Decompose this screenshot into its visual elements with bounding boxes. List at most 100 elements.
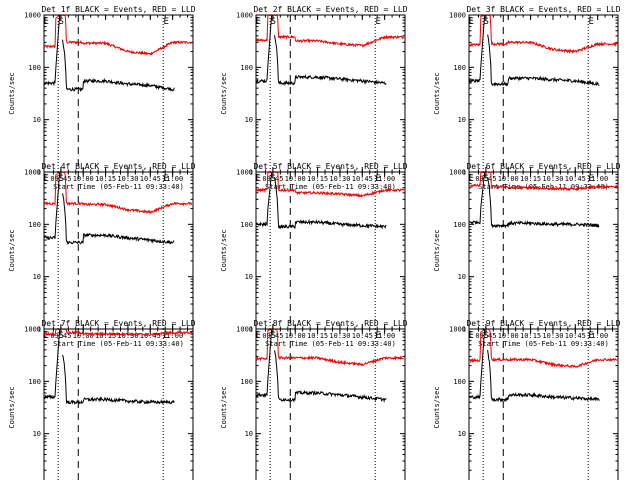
x-tick-label: 10:45 <box>352 175 373 183</box>
left-e-marker: E <box>256 174 261 184</box>
e-marker: E <box>163 331 168 341</box>
x-tick-label: 11:00 <box>374 332 395 340</box>
y-tick-label: 10 <box>245 273 253 281</box>
plot-frame <box>43 328 194 484</box>
x-tick-label: 10:00 <box>73 175 94 183</box>
left-e-marker: E <box>469 174 474 184</box>
x-axis-label: Start Time (05-Feb-11 09:33:40) <box>478 183 609 191</box>
events-series-line <box>255 172 387 230</box>
y-axis-label: Counts/sec <box>220 229 228 271</box>
events-series-line <box>255 329 387 403</box>
s-marker: S <box>483 17 488 27</box>
x-tick-label: 10:00 <box>73 332 94 340</box>
e-marker: E <box>163 174 168 184</box>
e-marker: E <box>375 331 380 341</box>
y-tick-label: 1000 <box>449 12 466 20</box>
events-series-line <box>468 172 600 229</box>
x-tick-label: 09:45 <box>262 175 283 183</box>
s-marker: S <box>483 331 488 341</box>
y-tick-label: 1000 <box>449 326 466 334</box>
x-tick-label: 10:45 <box>140 175 161 183</box>
y-tick-label: 10 <box>245 116 253 124</box>
e-marker: E <box>588 331 593 341</box>
left-e-marker: E <box>256 17 261 27</box>
y-tick-label: 1 <box>37 169 41 177</box>
left-e-marker: E <box>44 331 49 341</box>
x-tick-label: 09:45 <box>475 175 496 183</box>
y-tick-label: 1000 <box>236 12 253 20</box>
y-tick-label: 10 <box>33 116 41 124</box>
y-tick-label: 1 <box>462 169 466 177</box>
x-tick-label: 11:00 <box>374 175 395 183</box>
y-tick-label: 100 <box>28 64 41 72</box>
y-tick-label: 1000 <box>24 326 41 334</box>
y-axis-label: Counts/sec <box>433 229 441 271</box>
x-tick-label: 10:15 <box>520 175 541 183</box>
e-marker: E <box>588 174 593 184</box>
lld-series-line <box>43 15 193 56</box>
e-marker: E <box>375 17 380 27</box>
panel-det-5: Det 5f BLACK = Events, RED = LLD11010010… <box>220 162 408 348</box>
x-tick-label: 10:15 <box>307 175 328 183</box>
panel-title: Det 2f BLACK = Events, RED = LLD <box>253 5 407 14</box>
lld-series-line <box>468 15 618 54</box>
x-tick-label: 10:30 <box>542 175 563 183</box>
lld-series-line <box>468 329 617 369</box>
panel-det-3: Det 3f BLACK = Events, RED = LLD 1 10 100 10… <box>433 5 621 191</box>
s-marker: S <box>58 17 63 27</box>
x-tick-label: 10:30 <box>329 175 350 183</box>
x-tick-label: 10:00 <box>285 332 306 340</box>
y-tick-label: 10 <box>33 273 41 281</box>
panel-det-1: Det 1f BLACK = Events, RED = LLD 1 10 100 10… <box>8 5 196 191</box>
lld-series-line <box>255 15 405 48</box>
lld-series-line <box>255 329 405 367</box>
left-e-marker: E <box>44 17 49 27</box>
x-tick-label: 10:15 <box>520 332 541 340</box>
panel-title: Det 8f BLACK = Events, RED = LLD <box>253 319 407 328</box>
x-tick-label: 10:30 <box>542 332 563 340</box>
events-series-line <box>43 172 175 245</box>
x-tick-label: 09:45 <box>262 332 283 340</box>
plot-frame <box>255 171 406 330</box>
e-marker: E <box>588 17 593 27</box>
e-marker: E <box>163 17 168 27</box>
panel-title: Det 9f BLACK = Events, RED = LLD <box>466 319 620 328</box>
y-tick-label: 10 <box>458 273 466 281</box>
s-marker: S <box>270 17 275 27</box>
left-e-marker: E <box>469 331 474 341</box>
y-tick-label: 1000 <box>24 169 41 177</box>
x-tick-label: 11:00 <box>162 175 183 183</box>
events-series-line <box>469 329 600 403</box>
s-marker: S <box>270 174 275 184</box>
y-tick-label: 10 <box>33 430 41 438</box>
plot-frame <box>255 328 406 484</box>
x-tick-label: 09:45 <box>475 332 496 340</box>
x-tick-label: 10:45 <box>565 332 586 340</box>
x-tick-label: 10:00 <box>498 332 519 340</box>
y-axis-label: Counts/sec <box>220 72 228 114</box>
panel-title: Det 6f BLACK = Events, RED = LLD <box>466 162 620 171</box>
y-tick-label: 100 <box>240 378 253 386</box>
y-tick-label: 1000 <box>236 326 253 334</box>
y-tick-label: 1 <box>37 326 41 334</box>
s-marker: S <box>58 331 63 341</box>
y-tick-label: 1 <box>249 169 253 177</box>
y-tick-label: 100 <box>240 221 253 229</box>
events-series-line <box>255 15 387 87</box>
x-tick-label: 10:45 <box>352 332 373 340</box>
y-axis-label: Counts/sec <box>8 229 16 271</box>
x-tick-label: 10:30 <box>117 175 138 183</box>
s-marker: S <box>270 331 275 341</box>
y-axis-label: Counts/sec <box>433 72 441 114</box>
plot-frame <box>468 328 619 484</box>
y-axis-label: Counts/sec <box>8 72 16 114</box>
plot-frame <box>468 171 619 330</box>
lld-series-line <box>43 329 193 337</box>
s-marker: S <box>483 174 488 184</box>
y-tick-label: 10 <box>245 430 253 438</box>
left-e-marker: E <box>256 331 261 341</box>
x-axis-label: Start Time (05-Feb-11 09:33:40) <box>53 183 184 191</box>
y-tick-label: 1 <box>462 326 466 334</box>
